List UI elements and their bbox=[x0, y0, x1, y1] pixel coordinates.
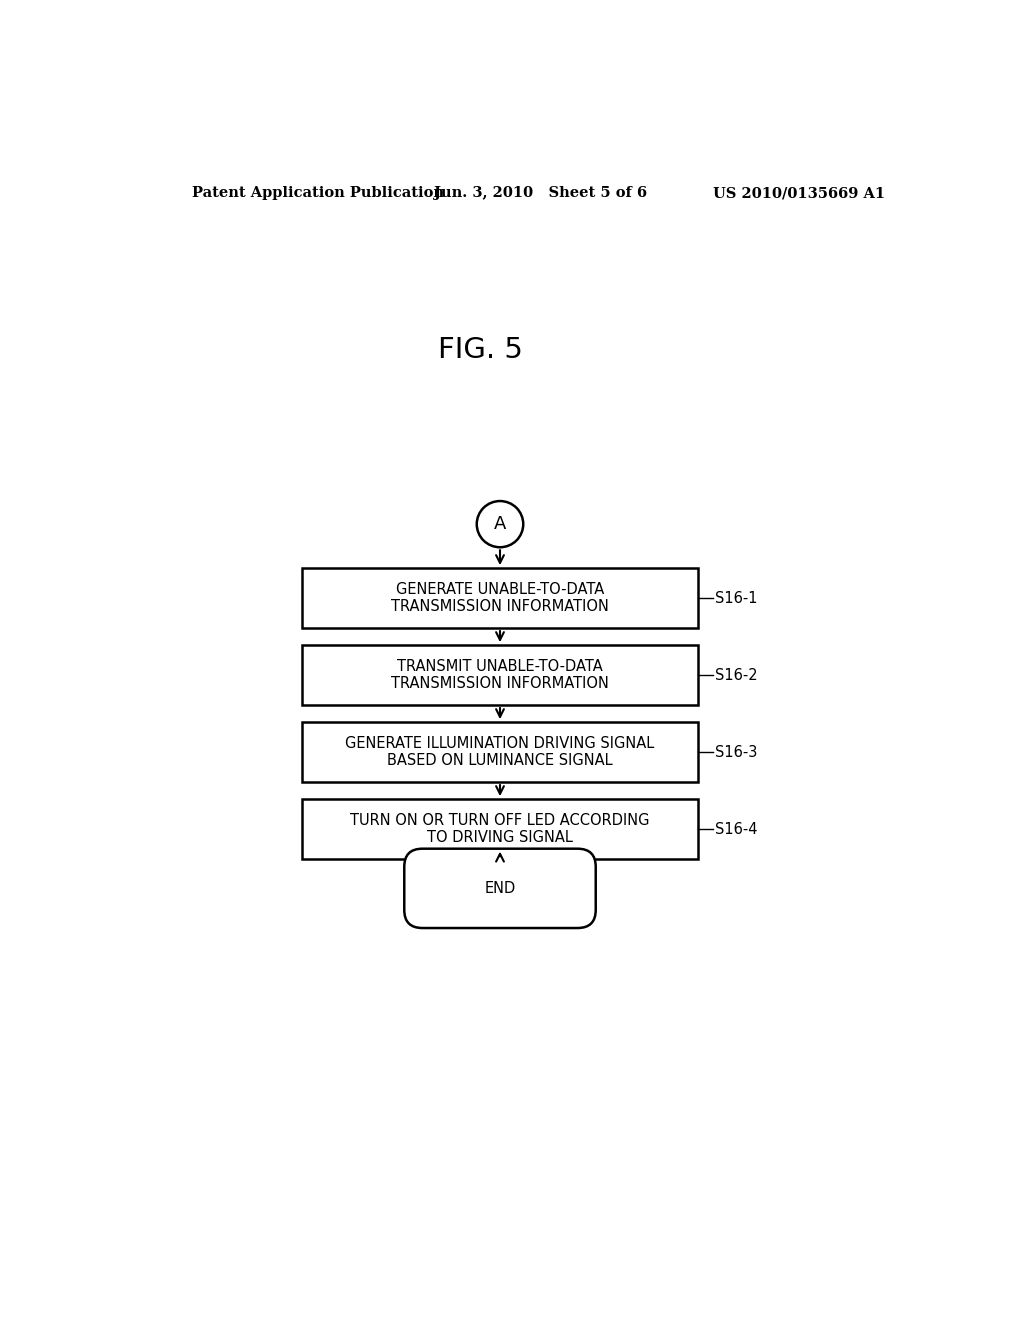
Text: S16-2: S16-2 bbox=[715, 668, 758, 682]
Text: END: END bbox=[484, 880, 516, 896]
Text: TURN ON OR TURN OFF LED ACCORDING
TO DRIVING SIGNAL: TURN ON OR TURN OFF LED ACCORDING TO DRI… bbox=[350, 813, 650, 845]
Text: Patent Application Publication: Patent Application Publication bbox=[191, 186, 443, 201]
Text: US 2010/0135669 A1: US 2010/0135669 A1 bbox=[713, 186, 886, 201]
Bar bbox=[302, 722, 697, 781]
Bar bbox=[302, 799, 697, 859]
Bar bbox=[302, 568, 697, 628]
Text: GENERATE UNABLE-TO-DATA
TRANSMISSION INFORMATION: GENERATE UNABLE-TO-DATA TRANSMISSION INF… bbox=[391, 582, 609, 614]
Text: GENERATE ILLUMINATION DRIVING SIGNAL
BASED ON LUMINANCE SIGNAL: GENERATE ILLUMINATION DRIVING SIGNAL BAS… bbox=[345, 735, 654, 768]
Text: S16-3: S16-3 bbox=[715, 744, 757, 759]
Text: A: A bbox=[494, 515, 506, 533]
Text: S16-4: S16-4 bbox=[715, 821, 757, 837]
Text: S16-1: S16-1 bbox=[715, 590, 757, 606]
Bar bbox=[302, 645, 697, 705]
FancyBboxPatch shape bbox=[404, 849, 596, 928]
Text: TRANSMIT UNABLE-TO-DATA
TRANSMISSION INFORMATION: TRANSMIT UNABLE-TO-DATA TRANSMISSION INF… bbox=[391, 659, 609, 692]
Text: FIG. 5: FIG. 5 bbox=[438, 335, 523, 363]
Text: Jun. 3, 2010   Sheet 5 of 6: Jun. 3, 2010 Sheet 5 of 6 bbox=[434, 186, 647, 201]
